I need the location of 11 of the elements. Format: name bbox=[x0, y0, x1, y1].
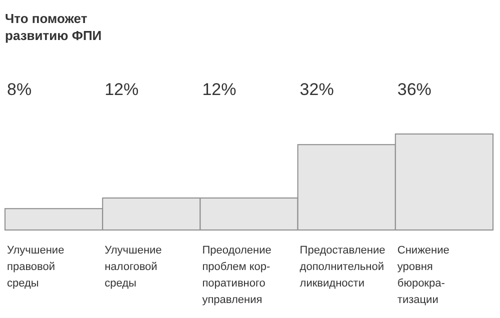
x-tick-label: Улучшение налоговой среды bbox=[104, 244, 162, 290]
x-tick-label: Предоставление дополнительной ликвидности bbox=[300, 244, 386, 290]
x-tick-label: Улучшение правовой среды bbox=[7, 244, 64, 290]
x-tick-label: Снижение уровня бюрокра- тизации bbox=[397, 244, 450, 306]
data-label: 8% bbox=[7, 80, 32, 99]
chart-title: Что поможет развитию ФПИ bbox=[5, 11, 102, 43]
data-label: 12% bbox=[202, 80, 236, 99]
x-tick-label: Преодоление проблем кор- поративного управления bbox=[202, 244, 272, 306]
data-label: 32% bbox=[300, 80, 334, 99]
data-label: 36% bbox=[397, 80, 432, 99]
data-label: 12% bbox=[104, 80, 139, 99]
